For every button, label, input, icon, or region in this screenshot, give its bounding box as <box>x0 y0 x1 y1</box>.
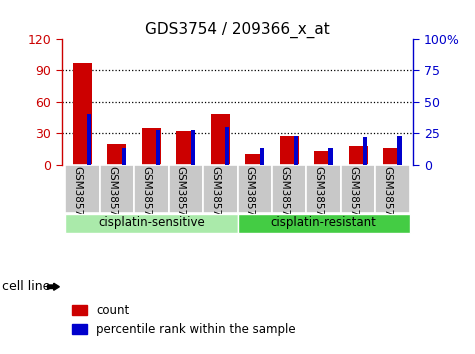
Bar <box>156 130 160 165</box>
Bar <box>190 130 195 165</box>
Bar <box>349 146 368 165</box>
Bar <box>363 137 367 165</box>
Text: GSM385723: GSM385723 <box>142 166 152 229</box>
Bar <box>142 128 161 165</box>
Bar <box>100 165 134 213</box>
Bar <box>272 165 306 213</box>
Bar <box>398 136 401 165</box>
Bar <box>294 136 298 165</box>
Bar <box>65 214 238 233</box>
Bar <box>383 148 402 165</box>
Bar <box>259 148 264 165</box>
Text: GSM385722: GSM385722 <box>107 166 117 229</box>
Bar <box>329 148 332 165</box>
Bar <box>122 148 126 165</box>
Bar <box>375 165 410 213</box>
Text: GSM385721: GSM385721 <box>72 166 83 229</box>
Text: GSM385727: GSM385727 <box>279 166 289 229</box>
Text: cisplatin-sensitive: cisplatin-sensitive <box>98 216 205 229</box>
Bar <box>73 63 92 165</box>
Bar <box>238 214 410 233</box>
Bar <box>314 151 333 165</box>
Bar <box>225 127 229 165</box>
Text: GSM385730: GSM385730 <box>382 166 392 229</box>
Bar <box>306 165 341 213</box>
Bar <box>65 165 100 213</box>
Bar <box>176 131 195 165</box>
Bar <box>280 136 299 165</box>
Bar <box>341 165 375 213</box>
Text: GSM385728: GSM385728 <box>314 166 323 229</box>
Text: GSM385724: GSM385724 <box>176 166 186 229</box>
Bar <box>203 165 238 213</box>
Text: cisplatin-resistant: cisplatin-resistant <box>271 216 377 229</box>
Bar <box>134 165 169 213</box>
Bar <box>211 114 230 165</box>
Legend: count, percentile rank within the sample: count, percentile rank within the sample <box>67 300 300 341</box>
Text: GSM385726: GSM385726 <box>245 166 255 229</box>
Bar <box>169 165 203 213</box>
Bar <box>238 165 272 213</box>
Bar <box>245 154 264 165</box>
Text: GSM385725: GSM385725 <box>210 166 220 229</box>
Text: cell line: cell line <box>2 280 51 293</box>
Title: GDS3754 / 209366_x_at: GDS3754 / 209366_x_at <box>145 21 330 38</box>
Bar <box>87 114 91 165</box>
Bar <box>107 144 126 165</box>
Text: GSM385729: GSM385729 <box>348 166 358 229</box>
